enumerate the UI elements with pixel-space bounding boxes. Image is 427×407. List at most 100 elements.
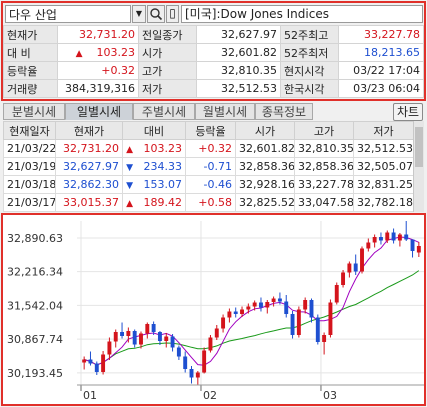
clear-icon: ▯ <box>169 6 176 20</box>
table-row[interactable]: 21/03/17 33,015.37 ▲ 189.42 +0.58 32,825.52 3… <box>3 193 414 212</box>
open-cell: 32,858.36 <box>235 157 295 176</box>
scrollbar-thumb[interactable] <box>415 127 423 167</box>
open-cell: 32,825.52 <box>235 193 295 212</box>
chart-button[interactable]: 차트 <box>393 103 423 121</box>
change-value: 234.33 <box>143 160 183 173</box>
rate-cell: -0.71 <box>185 157 236 176</box>
quote-value-text: 384,319,316 <box>65 82 135 95</box>
column-header[interactable]: 대비 <box>122 121 186 140</box>
quote-value: ▲ 103.23 <box>57 43 139 62</box>
change-cell: ▲ 103.23 <box>122 139 186 158</box>
candle-body <box>176 347 181 357</box>
tab-4[interactable]: 종목정보 <box>255 103 313 120</box>
candle-body <box>214 328 219 338</box>
candle-body <box>404 234 409 240</box>
plot-area <box>77 221 424 385</box>
quote-value: 32,601.82 <box>196 43 281 62</box>
up-arrow-icon: ▲ <box>126 199 133 209</box>
quote-value-text: 32,810.35 <box>221 64 277 77</box>
x-tick-label: 03 <box>323 389 337 402</box>
quote-value-text: 03/23 06:04 <box>353 82 420 95</box>
date-cell: 21/03/22 <box>3 139 56 158</box>
candle-body <box>221 317 226 329</box>
open-cell: 32,928.16 <box>235 175 295 194</box>
low-cell: 32,831.25 <box>353 175 414 194</box>
ma-long-line <box>84 270 420 366</box>
quote-value: 18,213.65 <box>338 43 424 62</box>
index-name-field: [미국]:Dow Jones Indices <box>181 5 423 23</box>
quote-label: 현지시각 <box>280 61 339 80</box>
stock-name-input[interactable]: 다우 산업 <box>5 5 131 23</box>
quote-panel-frame <box>1 1 426 101</box>
quote-value: 32,731.20 <box>57 25 139 44</box>
y-tick-label: 30,867.74 <box>7 333 63 346</box>
candle-body <box>391 232 396 241</box>
candle-body <box>322 335 327 342</box>
clear-button[interactable]: ▯ <box>166 5 179 23</box>
column-header[interactable]: 저가 <box>353 121 414 140</box>
candle-body <box>385 232 390 241</box>
tab-3[interactable]: 월별시세 <box>195 103 255 120</box>
candle-body <box>139 333 143 345</box>
column-header[interactable]: 등락율 <box>185 121 236 140</box>
y-tick-label: 32,216.34 <box>7 266 63 279</box>
quote-label: 시가 <box>138 43 197 62</box>
table-row[interactable]: 21/03/22 32,731.20 ▲ 103.23 +0.32 32,601.82 3… <box>3 139 414 158</box>
candle-body <box>353 263 358 272</box>
y-tick-label: 30,193.45 <box>7 367 63 380</box>
candle-body <box>347 263 352 273</box>
candle-body <box>126 331 131 336</box>
candle-body <box>195 372 200 378</box>
candle-body <box>271 298 276 302</box>
quote-label: 고가 <box>138 61 197 80</box>
column-header[interactable]: 시가 <box>235 121 295 140</box>
low-cell: 32,512.53 <box>353 139 414 158</box>
candle-body <box>372 237 377 243</box>
tab-1[interactable]: 일별시세 <box>65 103 133 120</box>
quote-value: 384,319,316 <box>57 79 139 98</box>
quote-label: 52주최고 <box>280 25 339 44</box>
table-row[interactable]: 21/03/18 32,862.30 ▼ 153.07 -0.46 32,928.16 3… <box>3 175 414 194</box>
quote-value: 03/23 06:04 <box>338 79 424 98</box>
low-cell: 32,505.07 <box>353 157 414 176</box>
quote-value-text: 32,731.20 <box>79 28 135 41</box>
candle-body <box>157 332 162 341</box>
tab-0[interactable]: 분별시세 <box>3 103 65 120</box>
stock-dropdown-button[interactable]: ▼ <box>132 5 146 23</box>
column-header[interactable]: 현재가 <box>55 121 123 140</box>
candle-body <box>132 331 137 345</box>
candle-body <box>416 246 421 253</box>
close-cell: 32,862.30 <box>55 175 123 194</box>
y-tick-label: 32,890.63 <box>7 232 63 245</box>
close-cell: 33,015.37 <box>55 193 123 212</box>
table-scrollbar[interactable] <box>413 121 424 212</box>
y-tick-label: 31,542.04 <box>7 299 63 312</box>
candle-body <box>113 332 118 342</box>
high-cell: 32,810.35 <box>294 139 354 158</box>
candle-body <box>265 302 270 308</box>
tab-2[interactable]: 주별시세 <box>133 103 195 120</box>
candle-body <box>246 306 251 310</box>
date-cell: 21/03/18 <box>3 175 56 194</box>
candle-body <box>252 302 257 307</box>
search-button[interactable] <box>147 5 165 23</box>
high-cell: 32,858.36 <box>294 157 354 176</box>
candle-body <box>88 359 93 364</box>
close-cell: 32,731.20 <box>55 139 123 158</box>
high-cell: 33,227.78 <box>294 175 354 194</box>
down-arrow-icon: ▼ <box>126 163 133 173</box>
search-icon <box>150 8 163 21</box>
column-header[interactable]: 현재일자 <box>3 121 56 140</box>
column-header[interactable]: 고가 <box>294 121 354 140</box>
candle-body <box>189 369 194 378</box>
candle-body <box>170 336 175 348</box>
candle-body <box>328 302 333 335</box>
quote-value-text: 103.23 <box>96 46 136 59</box>
daily-price-table: 현재일자 현재가 대비 등락율 시가 고가 저가 21/03/22 32,731.20 ▲ 10… <box>3 121 414 212</box>
chevron-down-icon: ▼ <box>135 9 143 18</box>
candle-body <box>410 239 415 251</box>
candlestick-chart[interactable]: 32,890.63 32,216.34 31,542.04 30,867.74 30,1… <box>3 215 424 404</box>
rate-cell: +0.58 <box>185 193 236 212</box>
table-row[interactable]: 21/03/19 32,627.97 ▼ 234.33 -0.71 32,858.36 3… <box>3 157 414 176</box>
candle-body <box>303 300 308 310</box>
